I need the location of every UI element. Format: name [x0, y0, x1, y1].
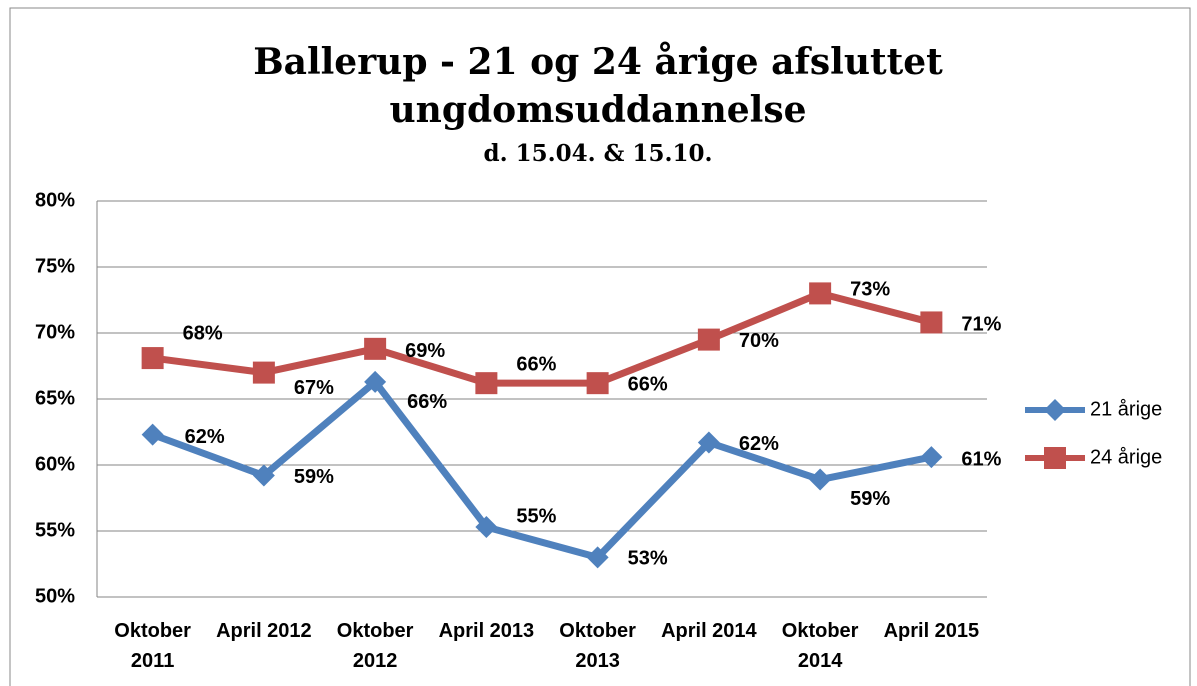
point	[809, 468, 832, 491]
data-label: 59%	[850, 488, 890, 510]
x-tick-label: April 2012	[216, 620, 312, 642]
y-tick-label: 65%	[35, 387, 75, 409]
y-tick-label: 60%	[35, 453, 75, 475]
point	[252, 361, 275, 384]
data-label: 62%	[739, 433, 779, 455]
x-tick-label: April 2013	[438, 620, 535, 642]
point	[475, 516, 498, 539]
data-label: 61%	[961, 448, 1001, 470]
point	[920, 311, 943, 334]
legend-label: 24 årige	[1090, 446, 1162, 468]
data-label: 66%	[407, 391, 447, 413]
point	[1044, 447, 1066, 469]
data-label: 66%	[628, 373, 668, 395]
data-label: 53%	[628, 548, 668, 570]
data-label: 66%	[516, 353, 556, 375]
data-label: 69%	[405, 340, 445, 362]
y-tick-label: 80%	[35, 189, 75, 211]
chart-subtitle: d. 15.04. & 15.10.	[483, 140, 713, 167]
point	[364, 337, 387, 360]
y-tick-label: 55%	[35, 519, 75, 541]
point	[475, 372, 498, 395]
x-tick-label: Oktober 2013	[559, 620, 636, 672]
data-label: 67%	[294, 377, 334, 399]
y-tick-label: 70%	[35, 321, 75, 343]
point	[920, 446, 943, 469]
data-label: 55%	[516, 505, 556, 527]
point	[697, 431, 720, 454]
point	[809, 282, 832, 305]
point	[141, 423, 164, 446]
point	[586, 372, 609, 395]
point	[364, 370, 387, 393]
line	[151, 378, 933, 561]
x-tick-label: April 2014	[661, 620, 757, 642]
y-tick-label: 75%	[35, 255, 75, 277]
chart-title: Ballerup - 21 og 24 årige afsluttet ungd…	[253, 41, 943, 131]
point	[586, 546, 609, 569]
x-tick-label: Oktober 2014	[781, 620, 859, 672]
x-tick-label: Oktober 2011	[114, 620, 191, 672]
chart-frame	[9, 7, 1191, 686]
data-label: 73%	[850, 279, 890, 301]
data-label: 71%	[961, 314, 1001, 336]
y-tick-label: 50%	[35, 585, 75, 607]
point	[697, 328, 720, 351]
data-label: 62%	[185, 426, 225, 448]
data-label: 70%	[739, 330, 779, 352]
line	[152, 289, 933, 387]
x-tick-label: Oktober 2012	[336, 620, 414, 672]
data-label: 59%	[294, 466, 334, 488]
point	[1044, 399, 1066, 421]
point	[252, 464, 275, 487]
legend-label: 21 årige	[1090, 398, 1162, 420]
x-tick-label: April 2015	[883, 620, 980, 642]
point	[141, 347, 164, 370]
data-label: 68%	[183, 322, 223, 344]
